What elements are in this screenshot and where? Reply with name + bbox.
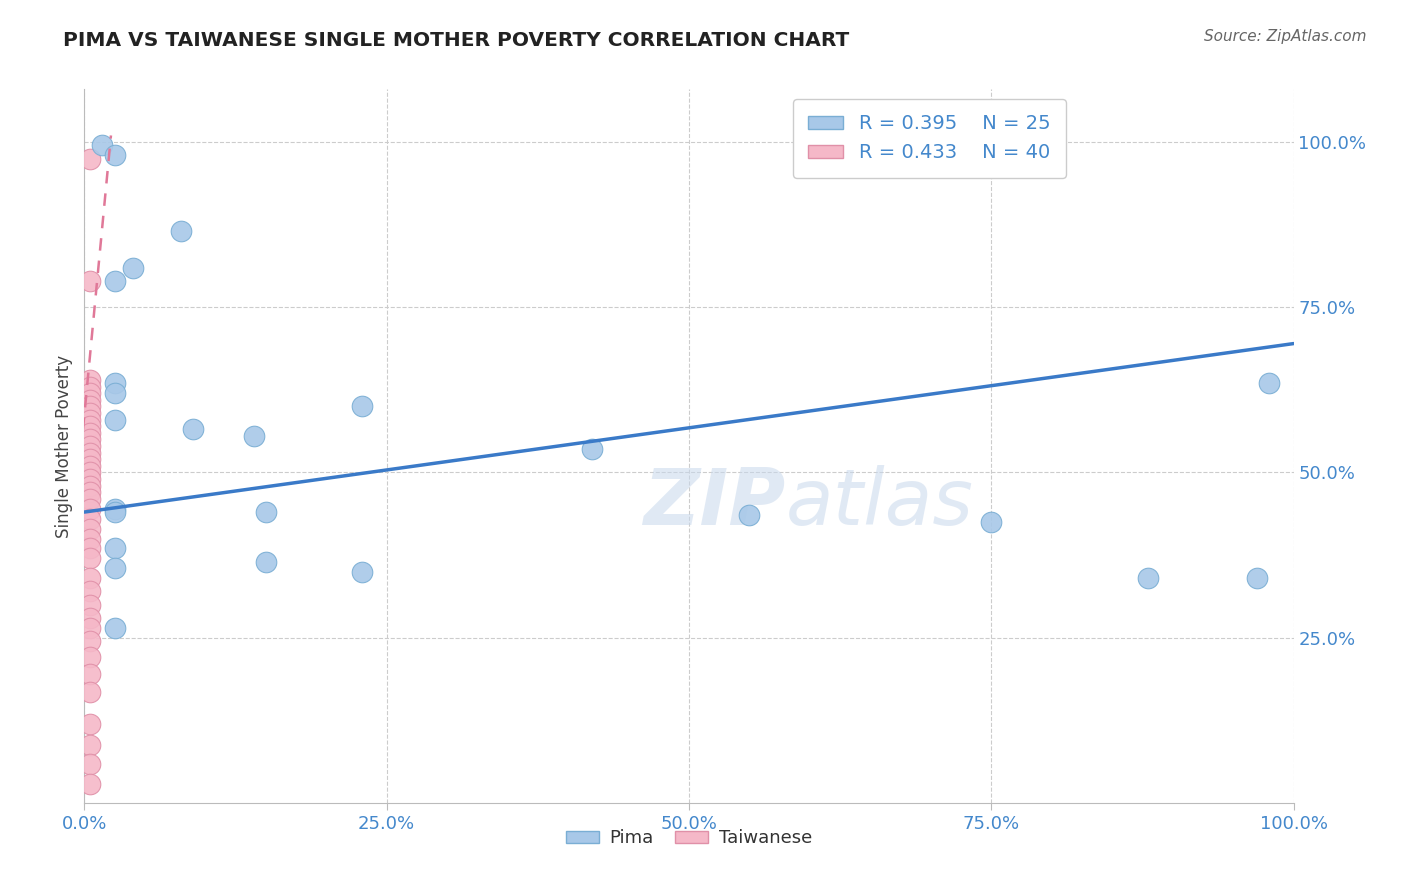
Point [79, 472, 101, 486]
Point [79, 522, 101, 536]
Point [79, 379, 101, 393]
Point [79, 466, 101, 480]
Point [980, 515, 1002, 529]
Point [79, 598, 101, 612]
Y-axis label: Single Mother Poverty: Single Mother Poverty [55, 354, 73, 538]
Point [242, 429, 264, 443]
Point [79, 584, 101, 599]
Point [79, 373, 101, 387]
Point [104, 148, 127, 162]
Point [104, 376, 127, 391]
Point [79, 419, 101, 434]
Point [181, 422, 204, 436]
Text: PIMA VS TAIWANESE SINGLE MOTHER POVERTY CORRELATION CHART: PIMA VS TAIWANESE SINGLE MOTHER POVERTY … [63, 31, 849, 50]
Point [104, 541, 127, 556]
Point [79, 611, 101, 625]
Text: Source: ZipAtlas.com: Source: ZipAtlas.com [1204, 29, 1367, 44]
Point [79, 634, 101, 648]
Point [170, 224, 193, 238]
Point [79, 412, 101, 426]
Point [352, 565, 374, 579]
Point [79, 274, 101, 288]
Point [79, 685, 101, 699]
Point [104, 274, 127, 288]
Point [104, 386, 127, 401]
Point [79, 400, 101, 414]
Point [104, 505, 127, 519]
Point [79, 386, 101, 401]
Point [738, 508, 761, 523]
Point [79, 777, 101, 791]
Point [1258, 376, 1281, 391]
Point [79, 501, 101, 516]
Point [79, 571, 101, 585]
Point [79, 458, 101, 473]
Point [581, 442, 603, 457]
Point [79, 433, 101, 447]
Point [79, 532, 101, 546]
Point [121, 260, 143, 275]
Point [352, 400, 374, 414]
Point [79, 392, 101, 407]
Text: atlas: atlas [786, 465, 973, 541]
Point [104, 412, 127, 426]
Point [104, 561, 127, 575]
Point [79, 491, 101, 506]
Point [79, 439, 101, 453]
Point [79, 511, 101, 525]
Point [79, 452, 101, 467]
Point [79, 406, 101, 420]
Point [79, 152, 101, 166]
Point [79, 650, 101, 665]
Point [1246, 571, 1268, 585]
Point [104, 501, 127, 516]
Point [79, 445, 101, 459]
Point [79, 667, 101, 681]
Point [91, 138, 114, 153]
Point [1137, 571, 1160, 585]
Point [104, 621, 127, 635]
Point [79, 485, 101, 500]
Text: ZIP: ZIP [644, 465, 786, 541]
Point [79, 425, 101, 440]
Point [79, 541, 101, 556]
Point [254, 555, 277, 569]
Point [254, 505, 277, 519]
Point [79, 757, 101, 772]
Point [79, 716, 101, 731]
Point [79, 551, 101, 566]
Point [79, 478, 101, 492]
Point [79, 621, 101, 635]
Point [79, 738, 101, 752]
Legend: Pima, Taiwanese: Pima, Taiwanese [558, 822, 820, 855]
